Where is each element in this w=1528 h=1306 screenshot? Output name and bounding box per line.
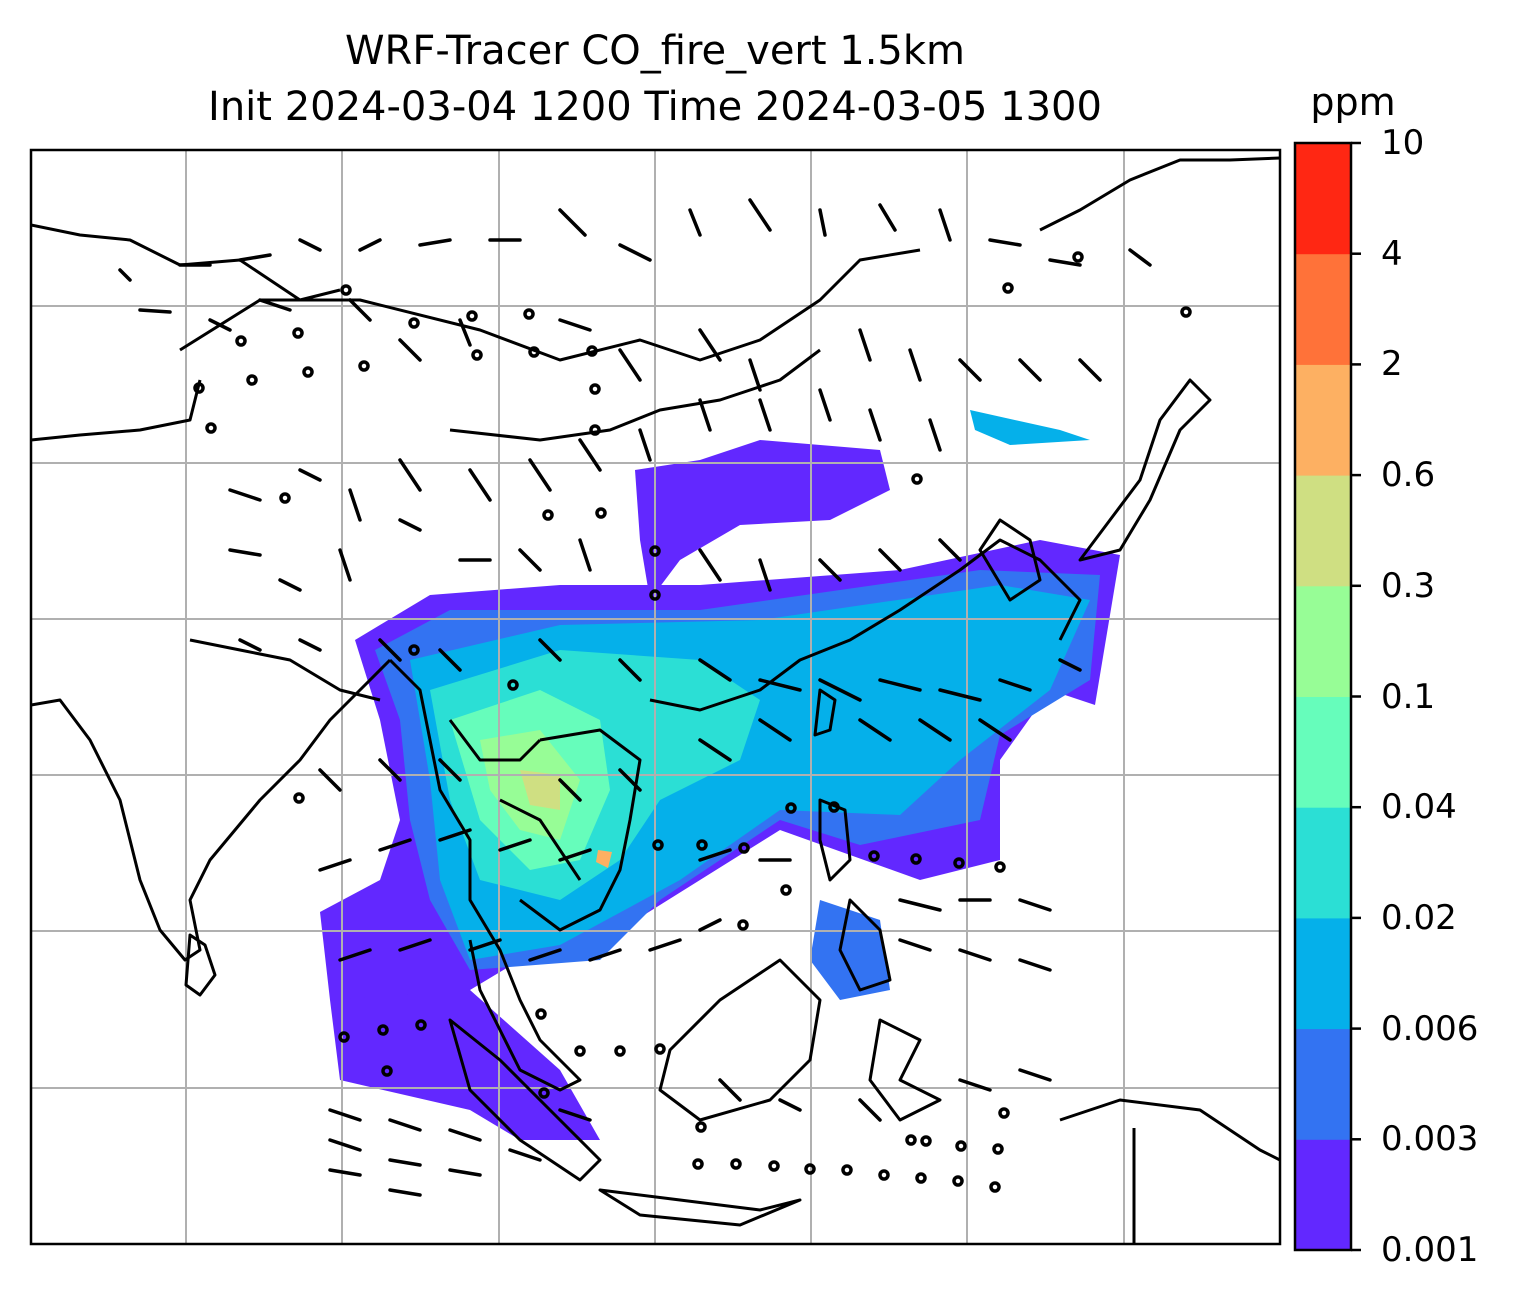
border-china-north [449, 348, 821, 442]
plume-band [635, 440, 890, 600]
colorbar-segment [1295, 1139, 1351, 1251]
coastline-newguinea [1059, 1098, 1280, 1162]
colorbar-tick-label: 10 [1381, 123, 1425, 163]
map-title-line2: Init 2024-03-04 1200 Time 2024-03-05 130… [208, 84, 1102, 130]
colorbar-tick-label: 0.001 [1381, 1230, 1479, 1270]
coastline-japan [1078, 378, 1212, 562]
colorbar-segment [1295, 807, 1351, 919]
map-title-line1: WRF-Tracer CO_fire_vert 1.5km [344, 28, 966, 74]
calm-markers [193, 251, 1192, 1193]
colorbar-tick-label: 4 [1381, 233, 1403, 274]
colorbar-tick-label: 0.6 [1381, 455, 1436, 496]
map-frame [29, 148, 1282, 1246]
plume-band [520, 770, 560, 810]
colorbar-tick-label: 0.04 [1381, 787, 1457, 828]
plume-band [596, 850, 612, 868]
colorbar-segment [1295, 1028, 1351, 1140]
colorbar-segment [1295, 253, 1351, 365]
border-central-asia [31, 379, 202, 442]
colorbar-segment [1295, 917, 1351, 1030]
colorbar-tick-label: 0.003 [1381, 1119, 1479, 1160]
coastline-vietnam [519, 728, 642, 932]
coastline-sumatra [448, 1018, 602, 1182]
coastline-china [649, 538, 1082, 712]
plume-band [810, 900, 890, 1000]
colorbar-segment [1295, 475, 1351, 587]
plume-band [330, 990, 600, 1140]
coastline-sulawesi [868, 1018, 942, 1122]
coastline-java [598, 1188, 802, 1227]
coastline-srilanka [184, 933, 217, 997]
colorbar-tick-label: 2 [1381, 344, 1403, 385]
graticule [31, 150, 1280, 1244]
colorbar-segment [1295, 585, 1351, 697]
coastline-india [31, 658, 392, 962]
border-himalaya [189, 638, 381, 702]
coastline-borneo [658, 958, 822, 1122]
colorbar-unit: ppm [1310, 80, 1396, 124]
coastline-indochina [388, 658, 582, 1092]
colorbar-tick-label: 0.006 [1381, 1008, 1479, 1049]
wind-barbs [118, 198, 1152, 1197]
colorbar [1293, 141, 1361, 1252]
colorbar-segment [1295, 696, 1351, 808]
coastline-russia-east [1039, 156, 1280, 232]
coastline-taiwan [813, 688, 837, 737]
colorbar-tick-label: 0.1 [1381, 676, 1436, 717]
border-mainland-se-asia [448, 719, 582, 881]
coastline-korea [978, 518, 1042, 602]
plume-band [970, 410, 1090, 445]
colorbar-tick-label: 0.3 [1381, 565, 1436, 606]
coastlines [31, 156, 1280, 1244]
colorbar-segment [1295, 143, 1351, 255]
colorbar-tick-label: 0.02 [1381, 897, 1457, 938]
colorbar-segment [1295, 364, 1351, 476]
border-china-mongolia [179, 248, 921, 362]
coastline-philippines [818, 798, 892, 992]
